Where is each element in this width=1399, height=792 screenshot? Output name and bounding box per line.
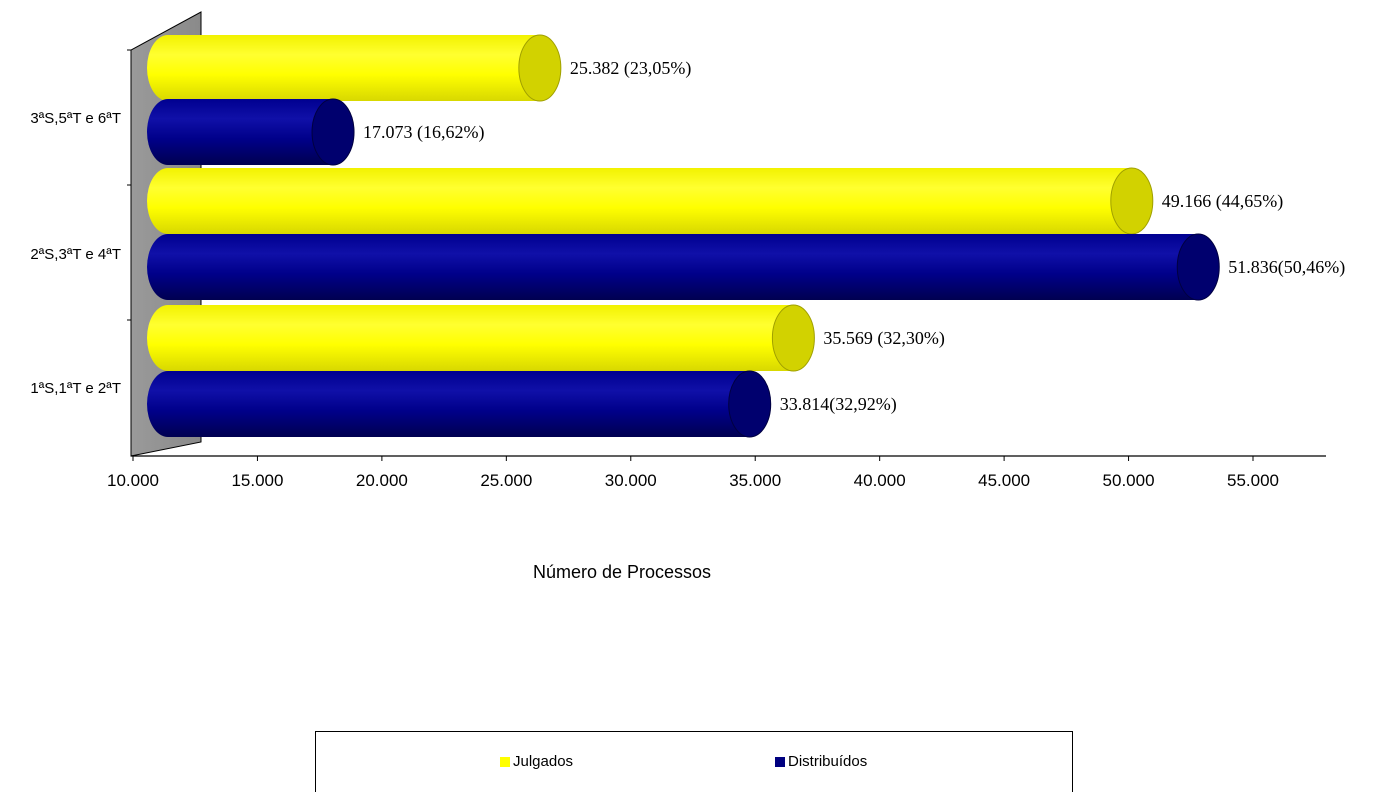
category-label: 2ªS,3ªT e 4ªT (30, 246, 121, 263)
legend: Julgados Distribuídos (315, 731, 1073, 792)
bar-cap (311, 98, 355, 166)
x-tick-label: 50.000 (1103, 471, 1155, 490)
bar (147, 233, 1220, 301)
x-tick-label: 35.000 (729, 471, 781, 490)
bar (147, 98, 355, 166)
bar (147, 34, 562, 102)
legend-swatch-distribuidos (775, 756, 785, 767)
legend-item-julgados: Julgados (500, 753, 573, 770)
x-tick-label: 10.000 (107, 471, 159, 490)
bar-cap (1110, 167, 1154, 235)
data-label: 35.569 (32,30%) (823, 328, 944, 349)
bar (147, 304, 815, 372)
category-label: 3ªS,5ªT e 6ªT (30, 110, 121, 127)
data-label: 33.814(32,92%) (780, 394, 897, 415)
bar-body (147, 305, 815, 371)
x-tick-label: 45.000 (978, 471, 1030, 490)
legend-label-distribuidos: Distribuídos (788, 753, 868, 770)
bar-cap (728, 370, 772, 438)
data-label: 25.382 (23,05%) (570, 58, 691, 79)
bar-body (147, 234, 1220, 300)
x-tick-label: 30.000 (605, 471, 657, 490)
bar (147, 370, 772, 438)
bar-cap (518, 34, 562, 102)
bar-cap (771, 304, 815, 372)
x-axis-title: Número de Processos (532, 562, 712, 582)
bar-body (147, 371, 771, 437)
data-label: 17.073 (16,62%) (363, 122, 484, 143)
category-label: 1ªS,1ªT e 2ªT (30, 380, 121, 397)
bar (147, 167, 1154, 235)
chart-labels: 10.000 15.000 20.000 25.000 30.000 35.000 40.0… (30, 58, 1345, 490)
x-tick-label: 55.000 (1227, 471, 1279, 490)
x-tick-label: 20.000 (356, 471, 408, 490)
legend-swatch-julgados (500, 756, 510, 767)
data-label: 51.836(50,46%) (1228, 257, 1345, 278)
x-tick-label: 25.000 (480, 471, 532, 490)
bar-cap (1176, 233, 1220, 301)
legend-item-distribuidos: Distribuídos (775, 753, 867, 770)
chart-bars (147, 34, 1220, 438)
legend-label-julgados: Julgados (513, 753, 574, 770)
bar-body (147, 168, 1153, 234)
bar-body (147, 99, 355, 165)
bar-body (147, 35, 561, 101)
data-label: 49.166 (44,65%) (1162, 191, 1283, 212)
x-tick-label: 40.000 (854, 471, 906, 490)
x-tick-label: 15.000 (231, 471, 283, 490)
